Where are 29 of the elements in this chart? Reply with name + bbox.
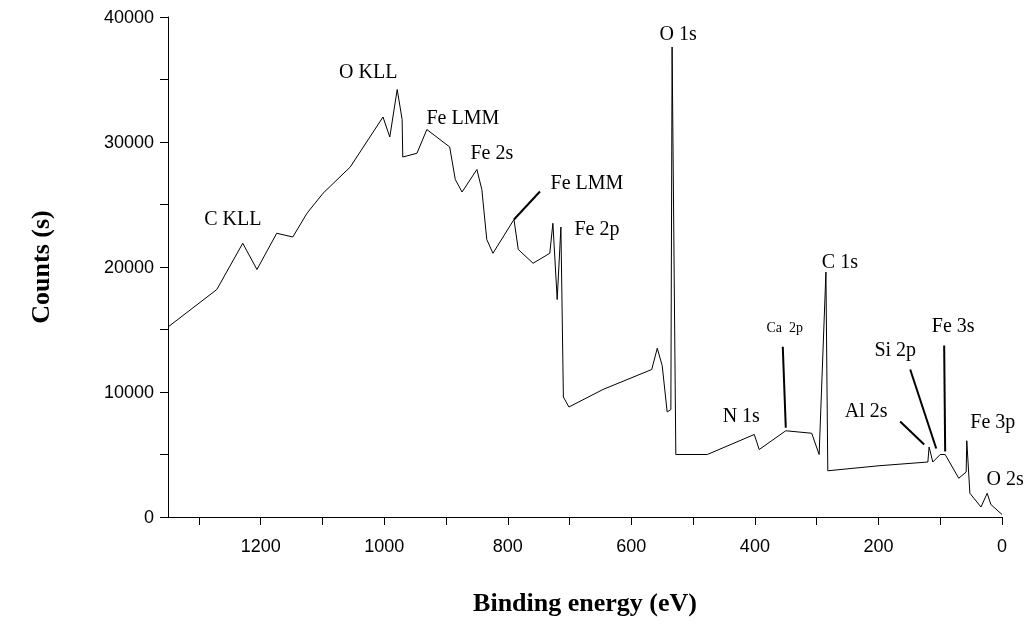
annotation: Fe 2p <box>574 217 620 240</box>
x-tick-label: 400 <box>739 536 770 556</box>
annotation: Al 2s <box>844 398 888 421</box>
annotation: Ca 2p <box>766 320 804 336</box>
annotation: C 1s <box>821 250 859 272</box>
y-tick-label: 20000 <box>103 257 154 277</box>
x-tick-label: 800 <box>492 536 523 556</box>
annotation: Fe 3p <box>970 409 1016 433</box>
annotation: O 2s <box>986 467 1024 490</box>
y-axis-title: Counts (s) <box>25 210 55 324</box>
annotation: Fe 2s <box>470 140 514 163</box>
x-tick-label: 1000 <box>364 536 405 556</box>
x-tick-label: 1200 <box>240 536 281 556</box>
annotation: N 1s <box>722 403 761 426</box>
x-tick-label: 200 <box>863 536 894 556</box>
x-tick-label: 0 <box>996 536 1008 556</box>
x-axis-title: Binding energy (eV) <box>473 587 697 617</box>
annotation: Si 2p <box>874 337 917 361</box>
annotation: O KLL <box>339 59 398 82</box>
annotation: O 1s <box>659 22 697 44</box>
annotation: C KLL <box>204 207 262 230</box>
annotation: Fe LMM <box>550 170 624 193</box>
annotation: Fe LMM <box>426 105 500 128</box>
y-tick-label: 10000 <box>103 382 154 402</box>
y-tick-label: 30000 <box>103 132 154 152</box>
y-tick-label: 0 <box>143 507 154 527</box>
y-tick-label: 40000 <box>103 7 154 27</box>
annotation: Fe 3s <box>931 313 975 336</box>
x-tick-label: 600 <box>616 536 647 556</box>
